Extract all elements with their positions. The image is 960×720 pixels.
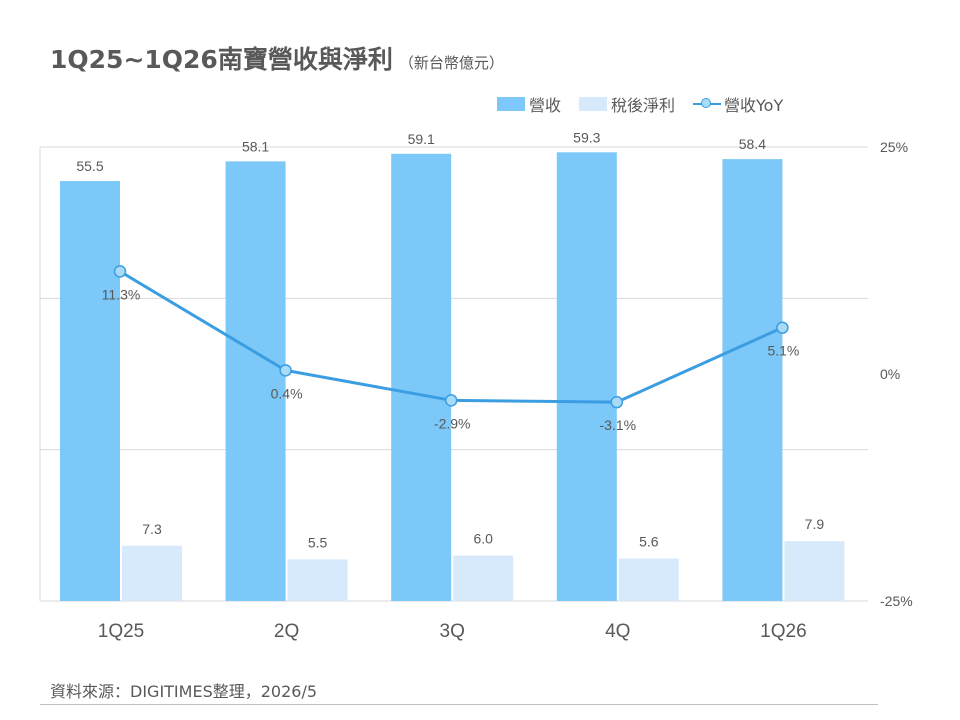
revenue-bar — [556, 152, 617, 601]
net-income-bar — [122, 545, 182, 601]
right-axis-tick-label: 0% — [880, 366, 900, 382]
legend-item-revenue: 營收 — [497, 92, 561, 116]
x-axis-tick-label: 2Q — [274, 621, 299, 642]
yoy-value-label: -2.9% — [434, 415, 471, 431]
x-axis-tick-label: 1Q25 — [98, 621, 144, 642]
yoy-marker — [610, 395, 624, 409]
revenue-bar — [60, 181, 120, 602]
net-income-value-label: 7.3 — [142, 521, 162, 537]
source-divider — [40, 704, 878, 705]
chart-title: 1Q25~1Q26南寶營收與淨利 （新台幣億元） — [50, 40, 504, 76]
chart-legend: 營收 稅後淨利 營收YoY — [497, 93, 801, 115]
yoy-value-label: 11.3% — [102, 286, 141, 302]
legend-swatch-revenue — [497, 97, 525, 111]
net-income-value-label: 7.9 — [805, 516, 825, 532]
source-note: 資料來源：DIGITIMES整理，2026/5 — [50, 682, 318, 701]
chart-title-unit: （新台幣億元） — [398, 54, 504, 72]
net-income-value-label: 5.5 — [308, 534, 328, 550]
yoy-marker — [279, 364, 292, 377]
yoy-marker — [113, 265, 127, 278]
revenue-value-label: 58.1 — [242, 138, 269, 154]
chart-title-main: 1Q25~1Q26南寶營收與淨利 — [50, 45, 393, 74]
revenue-value-label: 55.5 — [76, 158, 103, 174]
revenue-bar — [722, 159, 783, 601]
net-income-value-label: 5.6 — [639, 534, 659, 550]
revenue-value-label: 59.1 — [408, 131, 435, 147]
net-income-bar — [287, 559, 348, 601]
right-axis-tick-label: 25% — [880, 139, 908, 155]
net-income-value-label: 6.0 — [473, 531, 493, 547]
legend-label-net-income: 稅後淨利 — [611, 96, 676, 115]
legend-swatch-net-income — [579, 97, 608, 111]
x-axis-tick-label: 1Q26 — [760, 621, 806, 642]
revenue-bar — [391, 153, 452, 601]
x-axis-tick-label: 4Q — [605, 621, 630, 642]
legend-label-yoy: 營收YoY — [724, 96, 784, 115]
yoy-value-label: 0.4% — [271, 385, 303, 401]
revenue-bar — [225, 161, 286, 602]
legend-item-yoy: 營收YoY — [693, 92, 783, 116]
legend-swatch-yoy — [693, 97, 722, 111]
yoy-value-label: -3.1% — [600, 417, 637, 433]
net-income-bar — [618, 558, 679, 601]
revenue-value-label: 58.4 — [739, 136, 766, 152]
net-income-bar — [784, 541, 845, 601]
net-income-bar — [453, 555, 514, 601]
yoy-marker — [444, 394, 458, 407]
yoy-value-label: 5.1% — [767, 343, 799, 359]
x-axis-tick-label: 3Q — [440, 621, 465, 642]
legend-label-revenue: 營收 — [529, 96, 562, 115]
revenue-value-label: 59.3 — [573, 129, 600, 145]
right-axis-tick-label: -25% — [880, 593, 913, 609]
yoy-marker — [776, 321, 789, 334]
legend-item-net-income: 稅後淨利 — [579, 92, 675, 116]
